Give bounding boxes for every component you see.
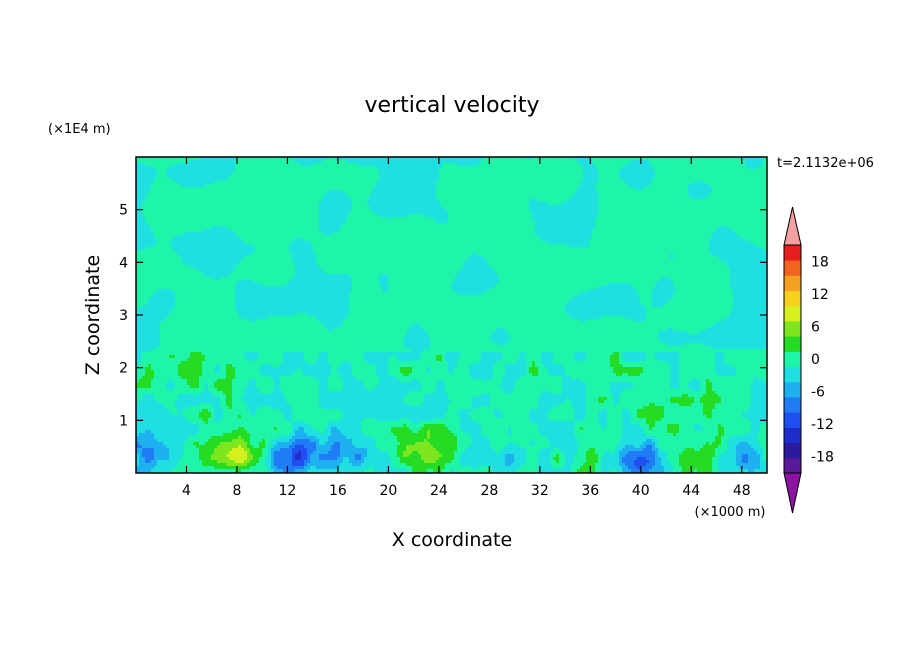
time-label: t=2.1132e+06 <box>777 156 874 171</box>
colorbar-tick-label: 6 <box>811 319 820 335</box>
heatmap-field <box>136 157 767 473</box>
colorbar-tick-label: 18 <box>811 254 829 270</box>
chart-title: vertical velocity <box>364 93 539 118</box>
colorbar-segment <box>784 457 801 474</box>
y-axis-label: Z coordinate <box>82 255 104 375</box>
x-tick-label: 36 <box>581 483 599 499</box>
colorbar-segment <box>784 290 801 307</box>
colorbar-segment <box>784 321 801 337</box>
colorbar-tick-label: -6 <box>811 385 825 401</box>
colorbar-segment <box>784 260 801 276</box>
x-tick-label: 28 <box>480 483 498 499</box>
x-tick-label: 16 <box>329 483 347 499</box>
x-tick-label: 44 <box>682 483 700 499</box>
colorbar-segment <box>784 397 801 413</box>
x-tick-label: 8 <box>232 483 241 499</box>
colorbar-tick-label: 12 <box>811 287 829 303</box>
x-tick-label: 20 <box>379 483 397 499</box>
colorbar-segment <box>784 336 801 352</box>
x-tick-label: 4 <box>182 483 191 499</box>
colorbar-segment <box>784 412 801 428</box>
colorbar-segment <box>784 381 801 398</box>
x-tick-label: 40 <box>632 483 650 499</box>
x-tick-label: 32 <box>531 483 549 499</box>
colorbar-segment <box>784 442 801 459</box>
colorbar: 18 12 6 0 -6 -12 -18 <box>783 206 834 514</box>
colorbar-segment <box>784 366 801 383</box>
y-tick-label: 4 <box>119 255 128 271</box>
colorbar-segment <box>784 275 801 291</box>
y-tick-label: 1 <box>119 413 128 429</box>
colorbar-over-triangle <box>783 206 802 246</box>
x-axis-label: X coordinate <box>392 529 512 551</box>
y-tick-label: 2 <box>119 361 128 377</box>
colorbar-segment <box>784 351 801 367</box>
x-tick-label: 48 <box>733 483 751 499</box>
y-tick-label: 3 <box>119 308 128 324</box>
y-unit-label: (×1E4 m) <box>48 122 111 137</box>
colorbar-segment <box>784 305 801 322</box>
x-tick-label: 12 <box>279 483 297 499</box>
y-tick-label: 5 <box>119 203 128 219</box>
x-unit-label: (×1000 m) <box>695 505 766 520</box>
x-tick-label: 24 <box>430 483 448 499</box>
colorbar-tick-label: 0 <box>811 352 820 368</box>
colorbar-tick-label: -18 <box>811 450 834 466</box>
colorbar-segment <box>784 245 801 261</box>
colorbar-segment <box>784 427 801 443</box>
colorbar-tick-label: -12 <box>811 417 834 433</box>
colorbar-under-triangle <box>783 472 802 514</box>
